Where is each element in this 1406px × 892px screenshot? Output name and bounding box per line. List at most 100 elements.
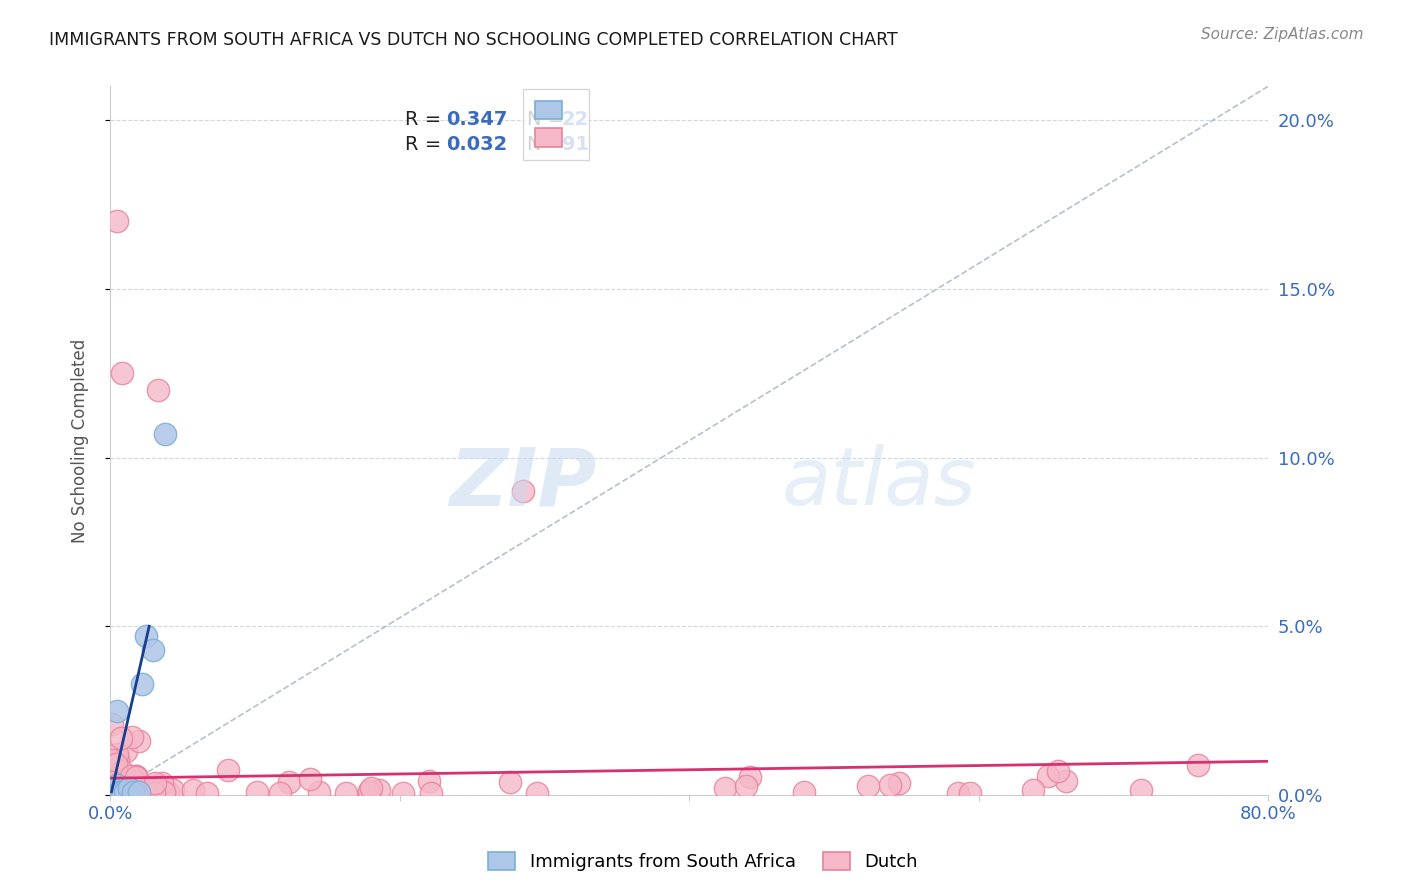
Point <box>714 780 737 795</box>
Text: Source: ZipAtlas.com: Source: ZipAtlas.com <box>1201 27 1364 42</box>
Y-axis label: No Schooling Completed: No Schooling Completed <box>72 339 89 543</box>
Point <box>121 786 143 800</box>
Point <box>111 366 134 380</box>
Point <box>105 747 128 761</box>
Text: 22: 22 <box>561 111 589 129</box>
Point <box>117 786 139 800</box>
Text: R =: R = <box>405 136 449 154</box>
Point <box>298 772 321 786</box>
Point <box>100 788 122 802</box>
Point <box>111 764 134 778</box>
Point <box>100 753 122 767</box>
Point <box>111 785 134 799</box>
Text: atlas: atlas <box>782 444 976 522</box>
Point <box>946 786 969 800</box>
Legend: Immigrants from South Africa, Dutch: Immigrants from South Africa, Dutch <box>481 846 925 879</box>
Point <box>117 783 139 797</box>
Point <box>125 770 148 784</box>
Point <box>104 784 127 798</box>
Text: 0.032: 0.032 <box>446 136 508 154</box>
Point <box>100 778 122 792</box>
Point <box>118 781 141 796</box>
Text: N =: N = <box>527 111 571 129</box>
Point <box>121 731 143 745</box>
Legend: , : , <box>523 89 589 160</box>
Point <box>132 779 155 793</box>
Text: R =: R = <box>405 111 449 129</box>
Text: 0.347: 0.347 <box>446 111 508 129</box>
Point <box>105 778 128 792</box>
Point <box>125 769 148 783</box>
Point <box>103 781 125 796</box>
Text: ZIP: ZIP <box>449 444 596 522</box>
Point <box>104 781 127 796</box>
Point <box>526 786 548 800</box>
Point <box>115 744 138 758</box>
Point <box>120 769 142 783</box>
Point <box>135 630 157 644</box>
Point <box>105 786 128 800</box>
Point <box>1187 757 1209 772</box>
Point <box>105 785 128 799</box>
Point <box>246 785 269 799</box>
Point <box>512 484 534 499</box>
Point <box>103 786 125 800</box>
Point <box>108 785 131 799</box>
Point <box>1129 783 1152 797</box>
Point <box>107 786 129 800</box>
Point <box>153 427 176 442</box>
Point <box>142 786 165 800</box>
Point <box>1022 783 1045 797</box>
Point <box>107 785 129 799</box>
Point <box>368 783 391 797</box>
Point <box>740 770 762 784</box>
Point <box>418 774 440 789</box>
Point <box>100 774 122 789</box>
Point <box>143 776 166 790</box>
Text: N =: N = <box>527 136 571 154</box>
Point <box>104 756 127 771</box>
Point <box>103 785 125 799</box>
Point <box>100 783 122 797</box>
Point <box>104 780 127 795</box>
Point <box>118 784 141 798</box>
Point <box>150 776 173 790</box>
Point <box>131 676 153 690</box>
Point <box>157 786 180 800</box>
Point <box>391 786 413 800</box>
Point <box>100 778 122 792</box>
Point <box>104 774 127 789</box>
Point <box>146 383 169 397</box>
Point <box>162 783 184 797</box>
Point <box>335 786 357 800</box>
Point <box>107 767 129 781</box>
Text: 91: 91 <box>561 136 589 154</box>
Point <box>1046 764 1069 778</box>
Point <box>115 782 138 797</box>
Point <box>359 784 381 798</box>
Point <box>360 780 382 795</box>
Point <box>887 775 910 789</box>
Point <box>100 757 122 772</box>
Point <box>101 785 124 799</box>
Point <box>959 786 981 800</box>
Point <box>107 753 129 767</box>
Point <box>100 717 122 731</box>
Point <box>269 786 291 800</box>
Point <box>122 785 145 799</box>
Point <box>128 734 150 748</box>
Point <box>101 785 124 799</box>
Point <box>100 785 122 799</box>
Point <box>734 780 756 794</box>
Point <box>856 779 879 793</box>
Point <box>793 785 815 799</box>
Point <box>110 731 132 745</box>
Point <box>107 785 129 799</box>
Point <box>129 786 152 800</box>
Point <box>142 780 165 795</box>
Point <box>1036 769 1059 783</box>
Point <box>195 786 218 800</box>
Point <box>128 785 150 799</box>
Text: IMMIGRANTS FROM SOUTH AFRICA VS DUTCH NO SCHOOLING COMPLETED CORRELATION CHART: IMMIGRANTS FROM SOUTH AFRICA VS DUTCH NO… <box>49 31 898 49</box>
Point <box>100 785 122 799</box>
